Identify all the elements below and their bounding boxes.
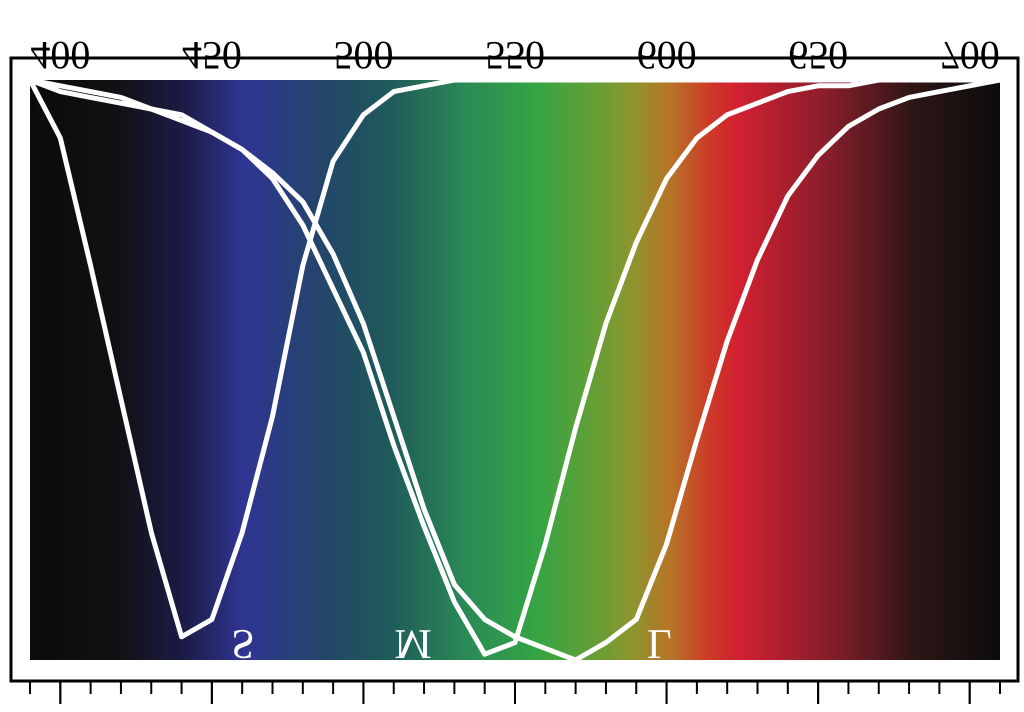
x-tick-label: 550 xyxy=(485,33,545,78)
x-tick-label: 700 xyxy=(940,33,1000,78)
curve xyxy=(27,77,1003,640)
series-label: L xyxy=(647,620,673,666)
x-tick-label: 450 xyxy=(182,33,242,78)
spectrum-background xyxy=(30,80,1000,660)
x-tick-label: 650 xyxy=(788,33,848,78)
series-label: M xyxy=(394,620,431,666)
series-label: S xyxy=(231,620,254,666)
curve xyxy=(27,77,1003,663)
x-tick-label: 400 xyxy=(30,33,90,78)
curve xyxy=(27,77,1003,657)
x-tick-label: 500 xyxy=(333,33,393,78)
x-tick-label: 600 xyxy=(637,33,697,78)
ticks: 400 450 500 550 600 650 700 xyxy=(29,33,1001,704)
curves xyxy=(27,77,1003,663)
